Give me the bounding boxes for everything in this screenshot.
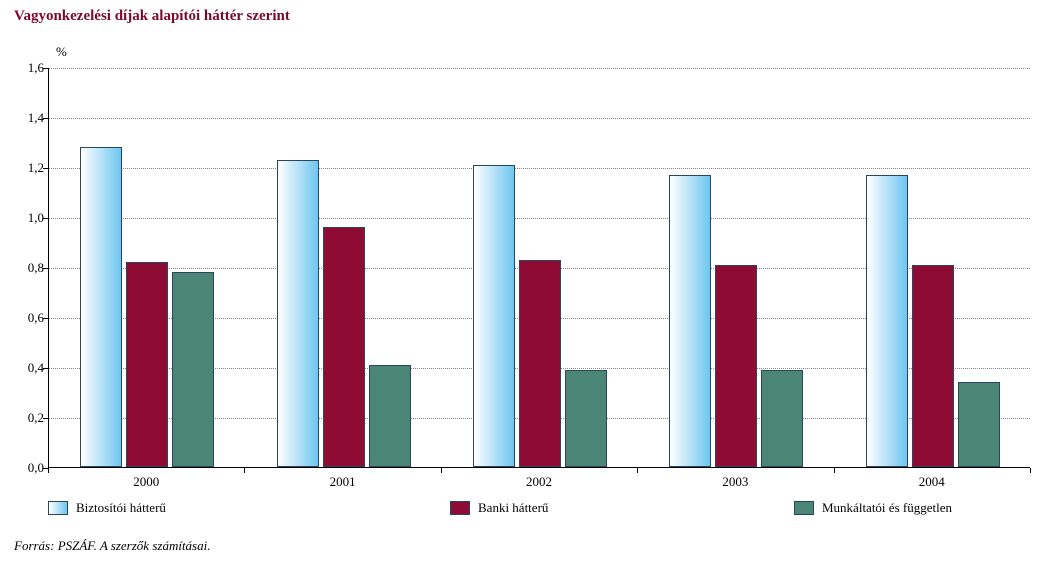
bar <box>172 272 214 467</box>
xtick-label: 2001 <box>330 474 356 490</box>
legend-swatch <box>48 501 68 515</box>
legend-item: Munkáltatói és független <box>794 500 952 516</box>
legend-item: Biztosítói hátterű <box>48 500 166 516</box>
bar <box>80 147 122 467</box>
ytick-label: 0,0 <box>4 460 44 476</box>
xtick-mark <box>1030 468 1031 473</box>
bar <box>473 165 515 468</box>
legend-swatch <box>794 501 814 515</box>
gridline <box>49 168 1030 169</box>
legend-label: Munkáltatói és független <box>822 500 952 516</box>
bar <box>519 260 561 468</box>
source-note: Forrás: PSZÁF. A szerzők számításai. <box>14 538 210 554</box>
bar <box>323 227 365 467</box>
xtick-label: 2003 <box>722 474 748 490</box>
ytick-label: 0,2 <box>4 410 44 426</box>
chart-title: Vagyonkezelési díjak alapítói háttér sze… <box>14 8 290 25</box>
ytick-label: 0,8 <box>4 260 44 276</box>
xtick-label: 2000 <box>133 474 159 490</box>
bar <box>126 262 168 467</box>
ytick-label: 1,4 <box>4 110 44 126</box>
xtick-mark <box>244 468 245 473</box>
bar <box>565 370 607 468</box>
xtick-label: 2002 <box>526 474 552 490</box>
y-axis-unit: % <box>56 44 67 60</box>
xtick-mark <box>441 468 442 473</box>
ytick-label: 1,2 <box>4 160 44 176</box>
ytick-label: 1,6 <box>4 60 44 76</box>
chart-plot-area <box>48 68 1030 468</box>
legend-label: Banki hátterű <box>478 500 548 516</box>
legend-item: Banki hátterű <box>450 500 548 516</box>
ytick-label: 0,4 <box>4 360 44 376</box>
legend-swatch <box>450 501 470 515</box>
bar <box>866 175 908 468</box>
xtick-mark <box>48 468 49 473</box>
xtick-mark <box>637 468 638 473</box>
xtick-mark <box>834 468 835 473</box>
ytick-label: 0,6 <box>4 310 44 326</box>
gridline <box>49 118 1030 119</box>
legend-label: Biztosítói hátterű <box>76 500 166 516</box>
xtick-label: 2004 <box>919 474 945 490</box>
bar <box>912 265 954 468</box>
bar <box>715 265 757 468</box>
bar <box>669 175 711 468</box>
ytick-label: 1,0 <box>4 210 44 226</box>
gridline <box>49 68 1030 69</box>
bar <box>277 160 319 468</box>
bar <box>958 382 1000 467</box>
bar <box>369 365 411 468</box>
bar <box>761 370 803 468</box>
